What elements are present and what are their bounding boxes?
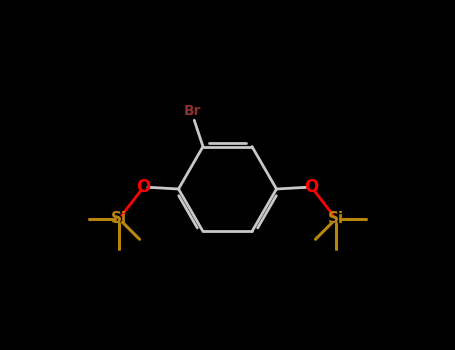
Text: O: O	[136, 178, 151, 196]
Text: O: O	[304, 178, 318, 196]
Text: Si: Si	[111, 211, 127, 226]
Text: Si: Si	[328, 211, 344, 226]
Text: Br: Br	[184, 104, 201, 118]
